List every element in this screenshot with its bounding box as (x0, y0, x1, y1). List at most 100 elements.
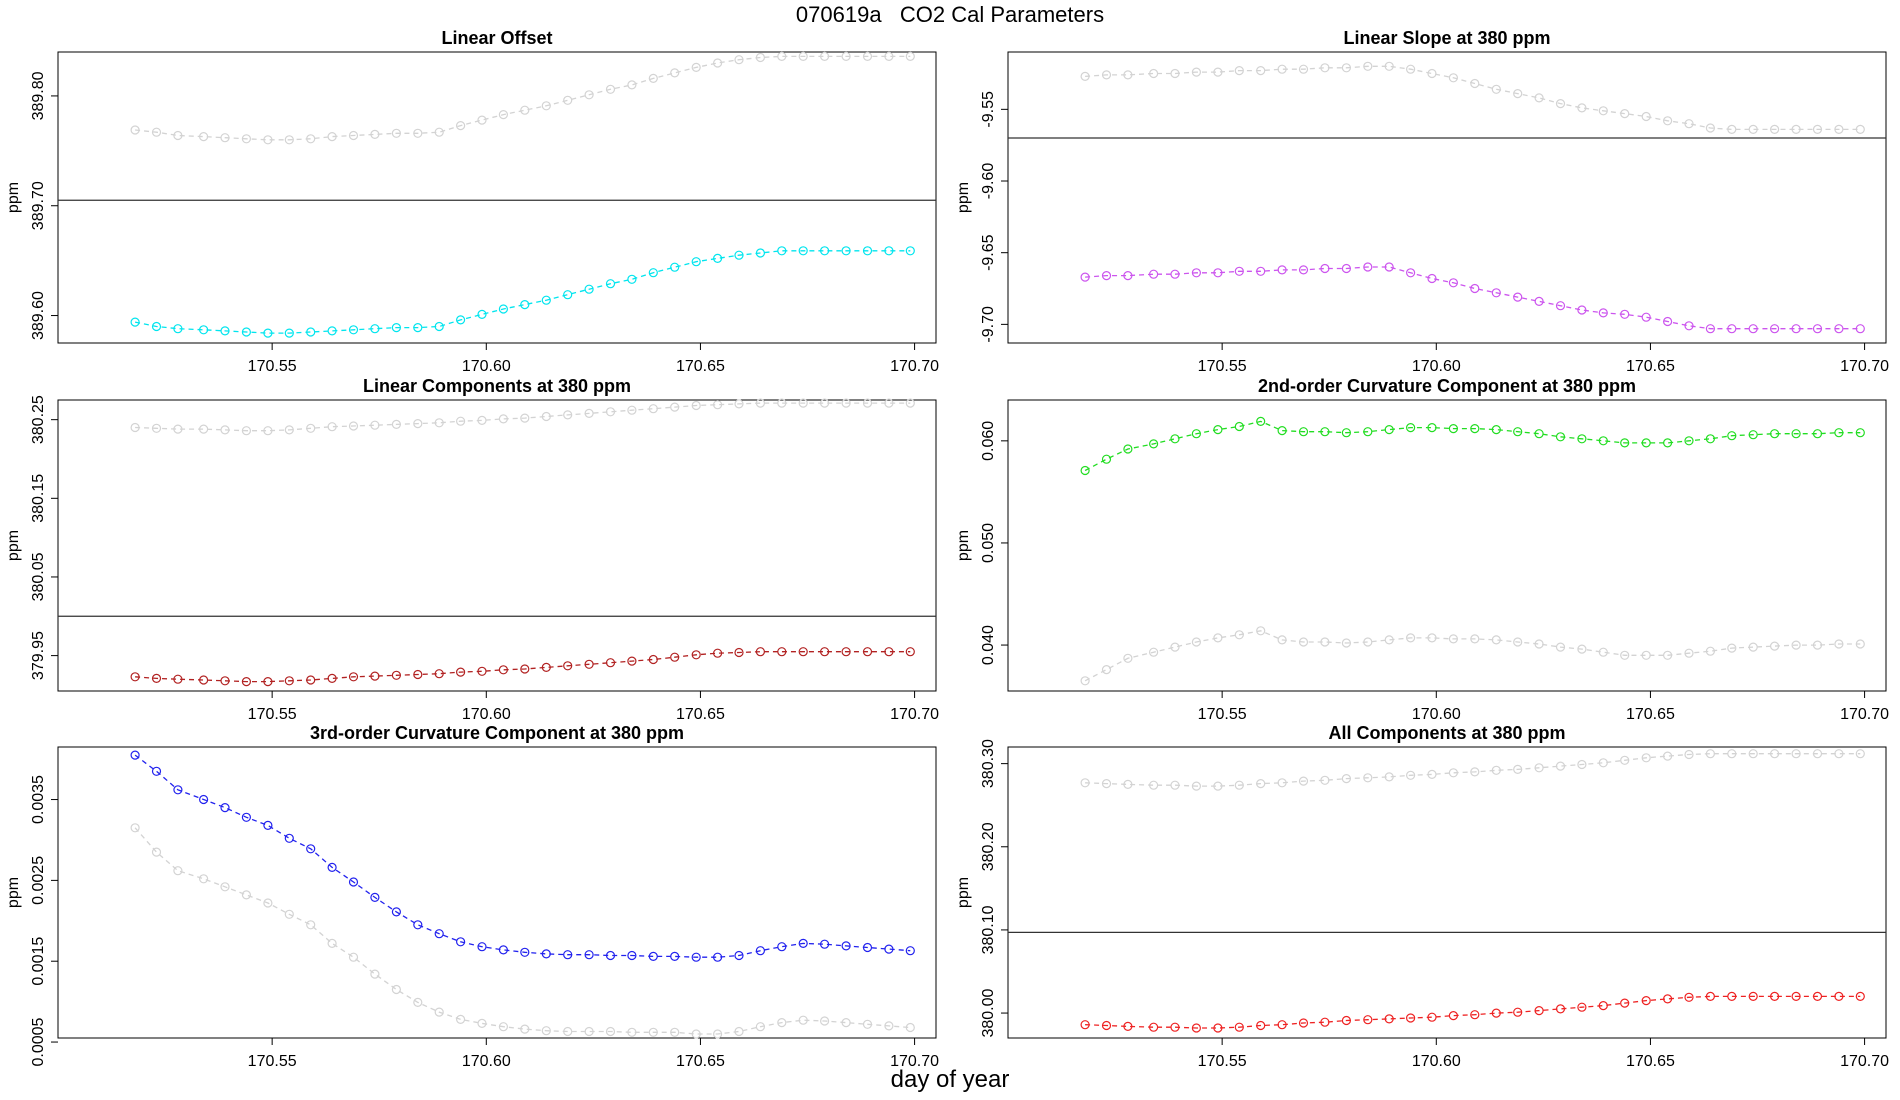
y-tick-label: 389.70 (30, 181, 47, 230)
data-point (348, 672, 359, 682)
data-point (306, 675, 316, 685)
data-point (370, 969, 380, 979)
data-point (1427, 1012, 1437, 1022)
data-point (648, 404, 658, 414)
data-point (413, 128, 423, 138)
data-point (456, 937, 466, 947)
y-tick-label: 0.050 (980, 523, 997, 563)
data-point (627, 405, 637, 415)
data-point (648, 268, 658, 278)
data-point (1534, 1006, 1544, 1016)
data-point (1101, 1020, 1112, 1031)
data-point (605, 1026, 616, 1037)
data-point (1406, 770, 1416, 780)
plot-frame (1007, 51, 1887, 344)
data-point (819, 398, 830, 408)
data-point (1855, 324, 1865, 334)
data-point (498, 304, 508, 314)
data-point (670, 68, 680, 78)
data-point (1341, 263, 1351, 274)
data-point (648, 1027, 658, 1037)
data-point (777, 51, 787, 61)
data-point (1748, 430, 1758, 440)
data-point (1727, 124, 1737, 135)
data-point (477, 666, 487, 676)
x-tick-label: 170.60 (1412, 358, 1461, 375)
data-point (1769, 429, 1780, 439)
data-point (1213, 67, 1223, 77)
data-point (1341, 63, 1351, 73)
y-tick-label: 0.0025 (30, 856, 47, 905)
x-tick-label: 170.65 (676, 358, 725, 375)
data-point (734, 1026, 744, 1037)
data-point (798, 246, 808, 256)
data-point (348, 877, 359, 887)
data-point (151, 127, 162, 137)
data-point (327, 422, 337, 432)
x-tick-label: 170.65 (676, 1053, 725, 1070)
data-point (1384, 424, 1394, 435)
data-point (541, 1026, 551, 1036)
y-axis-label: ppm (955, 182, 972, 213)
data-point (605, 407, 616, 417)
data-point (862, 1019, 873, 1029)
data-point (130, 672, 140, 682)
data-point (1534, 763, 1544, 773)
data-point (1256, 1020, 1266, 1031)
data-point (1170, 642, 1180, 652)
data-point (1684, 648, 1694, 658)
data-point (1256, 626, 1266, 636)
plot-frame (1007, 746, 1887, 1039)
data-point (1101, 70, 1112, 80)
data-point (1513, 764, 1523, 775)
data-point (498, 665, 508, 675)
data-point (755, 946, 766, 956)
x-tick-label: 170.70 (890, 1053, 939, 1070)
data-point (627, 80, 637, 90)
y-axis-label: ppm (955, 530, 972, 561)
data-point (1384, 635, 1394, 645)
data-point (1149, 780, 1159, 790)
data-point (456, 315, 466, 325)
data-point (1470, 767, 1480, 777)
y-tick-label: -9.65 (980, 234, 997, 271)
data-point (712, 648, 723, 658)
data-point (605, 279, 616, 289)
x-tick-label: 170.60 (1412, 1053, 1461, 1070)
data-point (1705, 324, 1716, 334)
data-point (777, 398, 787, 408)
plot-frame (57, 746, 937, 1039)
data-point (306, 844, 316, 854)
x-tick-label: 170.70 (1840, 1053, 1889, 1070)
data-point (648, 73, 658, 84)
data-point (1191, 429, 1201, 439)
x-tick-label: 170.65 (676, 706, 725, 723)
data-point (220, 133, 230, 143)
x-tick-label: 170.65 (1626, 706, 1675, 723)
data-point (584, 1026, 594, 1037)
data-point (627, 274, 637, 284)
data-point (1748, 642, 1758, 652)
data-point (1448, 73, 1458, 83)
data-point (1277, 265, 1287, 275)
x-tick-label: 170.55 (248, 706, 297, 723)
data-point (391, 419, 401, 430)
data-point (327, 862, 337, 872)
y-tick-label: 0.040 (980, 625, 997, 665)
data-point (541, 411, 551, 422)
data-point (1080, 778, 1090, 788)
data-point (151, 766, 162, 776)
data-point (884, 1021, 894, 1031)
data-point (1363, 637, 1373, 647)
data-point (1555, 98, 1566, 109)
data-point (1598, 758, 1608, 768)
data-point (241, 327, 251, 337)
data-point (1812, 124, 1823, 135)
data-point (905, 946, 915, 956)
data-point (348, 952, 359, 962)
data-point (670, 1027, 680, 1037)
plot-all-components: All Components at 380 ppm 170.55 170.60 170… (955, 723, 1889, 1070)
data-point (841, 647, 851, 657)
data-point (1213, 424, 1223, 435)
data-point (734, 950, 744, 961)
